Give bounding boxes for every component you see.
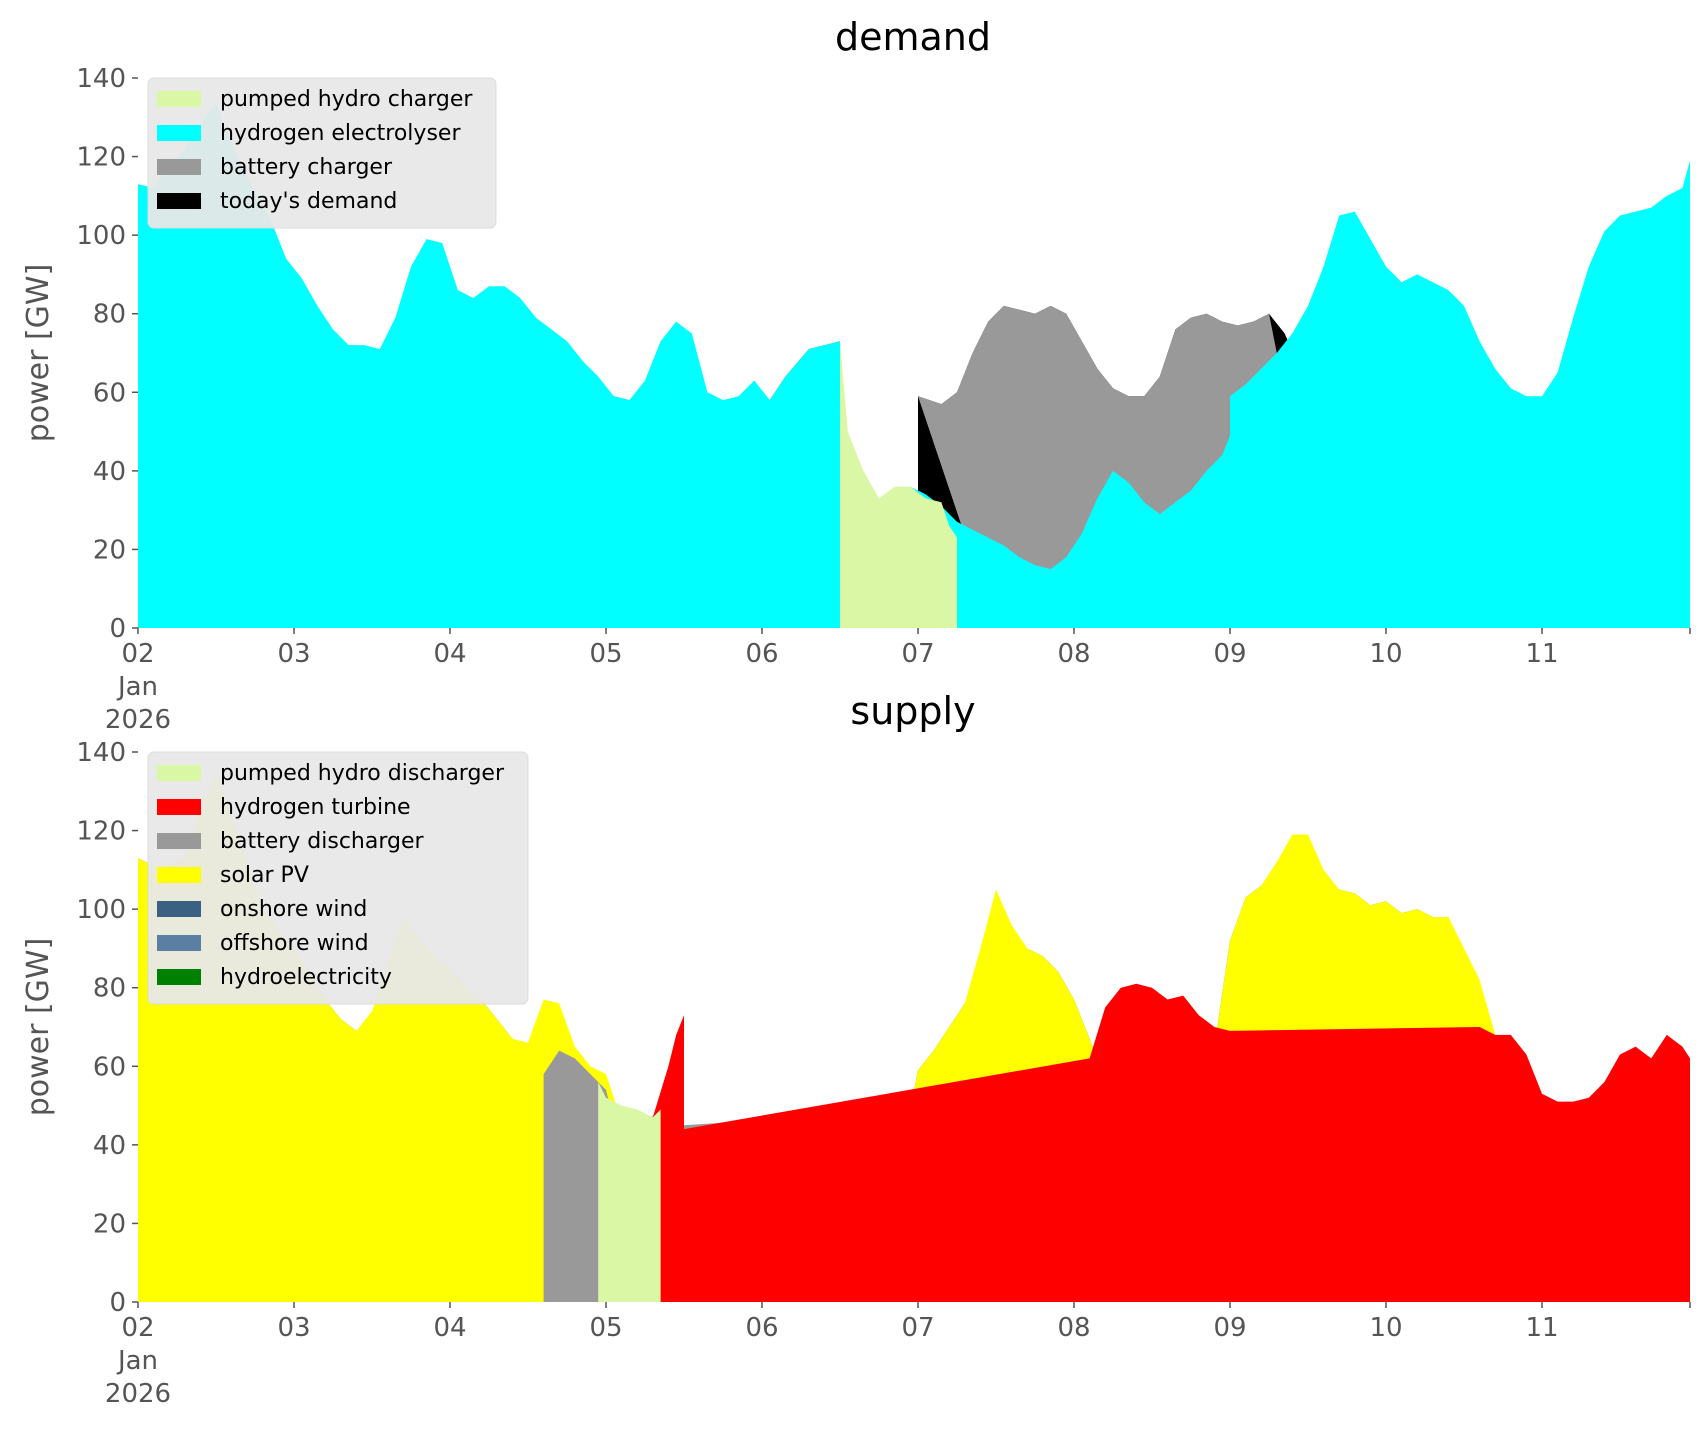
x-tick-label: 04	[433, 639, 466, 669]
x-tick-label: 11	[1525, 639, 1558, 669]
legend-swatch-offshore-wind	[157, 935, 201, 951]
legend-box	[147, 77, 497, 229]
legend-swatch-battery-discharger	[157, 833, 201, 849]
legend-swatch-battery-charger	[157, 159, 201, 175]
demand-chart: demand power [GW] 0 20 40 60 80 100 120 140 02Jan2…	[21, 15, 1691, 735]
y-tick-label: 120	[76, 817, 126, 847]
legend-label-today-s-demand: today's demand	[220, 189, 397, 214]
x-tick-label: 10	[1369, 1313, 1402, 1343]
y-tick-label: 140	[76, 64, 126, 94]
x-tick-label: 08	[1057, 1313, 1090, 1343]
legend-label-solar-pv: solar PV	[220, 863, 309, 888]
y-tick-label: 100	[76, 221, 126, 251]
legend-swatch-onshore-wind	[157, 901, 201, 917]
legend-swatch-hydrogen-electrolyser	[157, 125, 201, 141]
y-tick-label: 40	[93, 1131, 126, 1161]
legend-label-hydrogen-turbine: hydrogen turbine	[220, 795, 411, 820]
y-tick-label: 0	[109, 614, 126, 644]
area-hydrogen-electrolyser	[138, 101, 1690, 629]
legend-label-battery-charger: battery charger	[220, 155, 393, 180]
chart-title: supply	[850, 689, 975, 733]
y-tick-label: 20	[93, 1209, 126, 1239]
y-axis-label: power [GW]	[21, 264, 56, 443]
legend-swatch-pumped-hydro-discharger	[157, 765, 201, 781]
x-tick-label: 07	[901, 1313, 934, 1343]
legend-box	[147, 751, 529, 1005]
chart-title: demand	[835, 15, 991, 59]
x-tick-label: 04	[433, 1313, 466, 1343]
x-tick-label: 2026	[105, 705, 171, 735]
x-tick-label: 07	[901, 639, 934, 669]
legend-label-hydroelectricity: hydroelectricity	[220, 965, 392, 990]
legend-swatch-pumped-hydro-charger	[157, 91, 201, 107]
legend-swatch-hydroelectricity	[157, 969, 201, 985]
legend-label-battery-discharger: battery discharger	[220, 829, 425, 854]
y-tick-label: 140	[76, 738, 126, 768]
x-tick-label: 06	[745, 1313, 778, 1343]
legend-label-offshore-wind: offshore wind	[220, 931, 369, 956]
x-tick-label: 05	[589, 1313, 622, 1343]
y-tick-label: 60	[93, 1052, 126, 1082]
x-tick-label: 03	[277, 1313, 310, 1343]
legend-label-pumped-hydro-charger: pumped hydro charger	[220, 87, 473, 112]
y-tick-label: 80	[93, 974, 126, 1004]
legend-swatch-today-s-demand	[157, 193, 201, 209]
area-pumped-hydro-discharger	[598, 1082, 661, 1302]
x-tick-label: 08	[1057, 639, 1090, 669]
area-pumped-hydro-charger	[840, 341, 957, 628]
y-tick-label: 80	[93, 300, 126, 330]
area-hydrogen-turbine	[652, 983, 1690, 1302]
y-axis-label: power [GW]	[21, 938, 56, 1117]
x-tick-label: 02	[121, 639, 154, 669]
legend-swatch-solar-pv	[157, 867, 201, 883]
y-tick-label: 20	[93, 535, 126, 565]
x-tick-label: 05	[589, 639, 622, 669]
y-tick-label: 0	[109, 1288, 126, 1318]
x-tick-label: Jan	[116, 672, 158, 702]
y-tick-label: 40	[93, 457, 126, 487]
x-tick-label: 10	[1369, 639, 1402, 669]
y-tick-label: 60	[93, 378, 126, 408]
y-tick-label: 120	[76, 143, 126, 173]
x-tick-label: 02	[121, 1313, 154, 1343]
x-tick-label: 06	[745, 639, 778, 669]
x-tick-label: 09	[1213, 639, 1246, 669]
legend-swatch-hydrogen-turbine	[157, 799, 201, 815]
y-tick-label: 100	[76, 895, 126, 925]
x-tick-label: 09	[1213, 1313, 1246, 1343]
x-tick-label: 03	[277, 639, 310, 669]
x-tick-label: 2026	[105, 1379, 171, 1409]
x-tick-label: Jan	[116, 1346, 158, 1376]
x-tick-label: 11	[1525, 1313, 1558, 1343]
legend-label-onshore-wind: onshore wind	[220, 897, 367, 922]
legend-label-pumped-hydro-discharger: pumped hydro discharger	[220, 761, 505, 786]
legend-label-hydrogen-electrolyser: hydrogen electrolyser	[220, 121, 461, 146]
